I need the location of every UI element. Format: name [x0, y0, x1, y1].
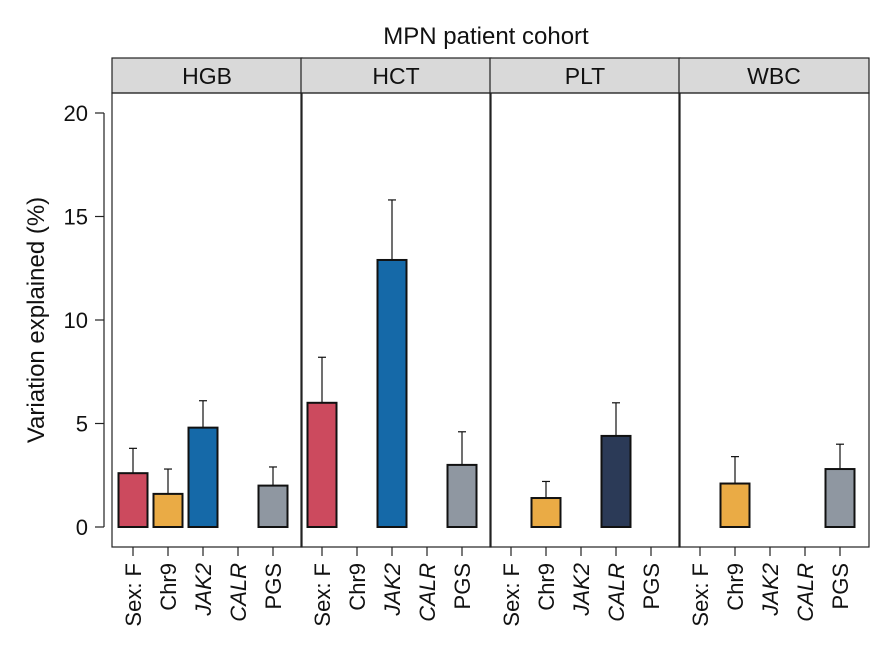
panel-frame [111, 92, 303, 548]
panel-frame [678, 92, 870, 548]
y-tick-label: 20 [64, 101, 88, 126]
x-tick-label: PGS [450, 563, 475, 609]
x-tick-label: JAK2 [758, 563, 783, 617]
panel-strip-label: WBC [747, 63, 801, 89]
bar-wbc-chr9 [719, 482, 751, 528]
panel-strip-label: HGB [182, 63, 232, 89]
bar-wbc-pgs [824, 468, 856, 529]
x-tick-label: Chr9 [156, 563, 181, 611]
x-tick-label: CALR [415, 563, 440, 622]
panel-strip-label: HCT [372, 63, 419, 89]
panel-strip [678, 57, 870, 94]
y-tick-label: 10 [64, 308, 88, 333]
y-tick-label: 5 [76, 412, 88, 437]
bar-hct-jak2 [376, 258, 408, 528]
x-tick-label: PGS [828, 563, 853, 609]
x-tick-label: Chr9 [345, 563, 370, 611]
bar-hct-sex-f [306, 401, 338, 528]
x-tick-label: Chr9 [534, 563, 559, 611]
y-axis-label: Variation explained (%) [23, 197, 50, 443]
y-tick-label: 15 [64, 205, 88, 230]
plot-area: 0 5 10 15 20 HGB Sex: F Chr9 JAK2 CALR PGS HCT Sex: … [64, 57, 870, 627]
y-tick-label: 0 [76, 515, 88, 540]
x-tick-label: CALR [604, 563, 629, 622]
panel-strip-label: PLT [565, 63, 605, 89]
x-tick-label: JAK2 [569, 563, 594, 617]
x-tick-label: Sex: F [688, 563, 713, 627]
x-tick-label: Sex: F [121, 563, 146, 627]
bar-plt-chr9 [530, 497, 562, 528]
panel-hct: HCT Sex: F Chr9 JAK2 CALR PGS [300, 57, 492, 627]
bar-hct-pgs [446, 463, 478, 528]
panel-hgb: HGB Sex: F Chr9 JAK2 CALR PGS [111, 57, 303, 627]
bar-hgb-sex-f [117, 472, 149, 528]
bar-hgb-jak2 [187, 426, 219, 529]
panel-frame [300, 92, 492, 548]
x-tick-label: Sex: F [499, 563, 524, 627]
bar-hgb-chr9 [152, 492, 184, 529]
bar-hgb-pgs [257, 484, 289, 529]
chart-title: MPN patient cohort [383, 23, 589, 50]
panel-frame [489, 92, 681, 548]
panel-wbc: WBC Sex: F Chr9 JAK2 CALR PGS [678, 57, 870, 627]
bar-plt-calr [600, 434, 632, 529]
panel-plt: PLT Sex: F Chr9 JAK2 CALR PGS [489, 57, 681, 627]
x-tick-label: CALR [793, 563, 818, 622]
x-tick-label: Chr9 [723, 563, 748, 611]
x-tick-label: PGS [639, 563, 664, 609]
x-tick-label: Sex: F [310, 563, 335, 627]
x-tick-label: CALR [226, 563, 251, 622]
x-tick-label: PGS [261, 563, 286, 609]
x-tick-label: JAK2 [191, 563, 216, 617]
x-tick-label: JAK2 [380, 563, 405, 617]
